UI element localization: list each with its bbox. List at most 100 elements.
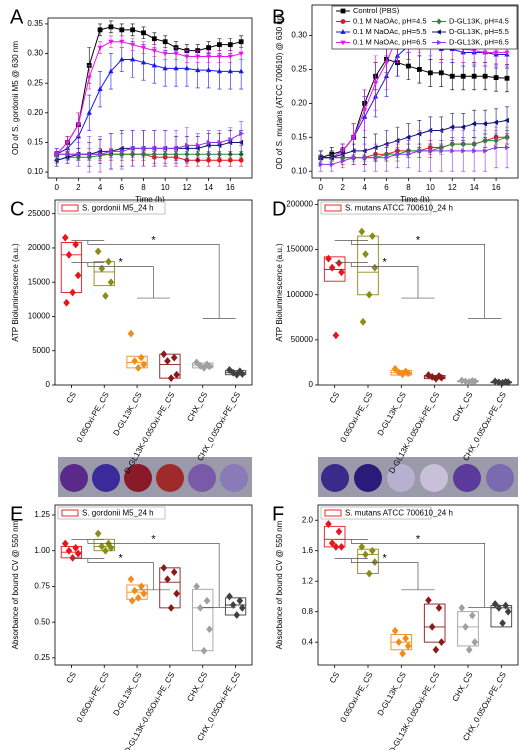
box xyxy=(423,603,446,643)
y-tick-label: 0.25 xyxy=(291,65,307,74)
data-point xyxy=(432,645,440,654)
data-point xyxy=(504,607,512,616)
point-marker xyxy=(98,151,103,157)
legend-label: D-GL13K, pH=6.5 xyxy=(449,37,509,46)
point-marker xyxy=(206,45,211,51)
point-marker xyxy=(54,151,60,157)
y-axis-label: OD of S. gordonii M5 @ 630 nm xyxy=(11,41,20,155)
plot-frame xyxy=(317,199,519,386)
series-line xyxy=(320,136,508,159)
legend-label: S. gordonii M5_24 h xyxy=(82,509,154,518)
data-point xyxy=(332,331,340,340)
y-tick-label: 0.25 xyxy=(34,653,50,662)
point-marker xyxy=(195,54,201,60)
data-point xyxy=(399,649,406,658)
legend-frame xyxy=(57,506,166,520)
point-marker xyxy=(163,145,169,152)
significance-bracket xyxy=(334,262,435,299)
point-marker xyxy=(140,45,147,51)
point-marker xyxy=(505,144,510,151)
x-tick-label: CS xyxy=(328,671,341,685)
significance-label: * xyxy=(416,533,421,545)
data-point xyxy=(438,373,445,382)
data-point xyxy=(102,292,109,300)
plot-frame xyxy=(47,17,253,179)
y-tick-label: 10000 xyxy=(28,312,51,321)
x-tick-label: 0 xyxy=(319,183,324,192)
point-marker xyxy=(472,148,478,154)
data-point xyxy=(72,543,79,552)
y-tick-label: 15000 xyxy=(28,277,51,286)
series-line xyxy=(320,41,508,159)
significance-bracket xyxy=(71,539,236,608)
point-marker xyxy=(439,148,445,154)
significance-bracket xyxy=(334,539,502,608)
point-marker xyxy=(238,157,244,163)
point-marker xyxy=(64,154,70,160)
point-marker xyxy=(227,139,233,146)
data-point xyxy=(458,603,466,612)
point-marker xyxy=(471,48,477,54)
data-point xyxy=(69,553,76,562)
significance-label: * xyxy=(119,257,124,269)
data-point xyxy=(438,638,445,647)
significance-bracket xyxy=(71,262,170,299)
legend-label: S. gordonii M5_24 h xyxy=(82,204,154,213)
point-marker xyxy=(504,50,510,56)
point-marker xyxy=(494,144,499,151)
point-marker xyxy=(184,65,190,71)
point-marker xyxy=(406,63,411,69)
data-point xyxy=(435,603,443,612)
data-point xyxy=(98,264,106,273)
y-tick-label: 2.0 xyxy=(302,515,314,524)
point-marker xyxy=(152,145,158,152)
point-marker xyxy=(351,155,357,161)
point-marker xyxy=(75,122,82,128)
legend-marker xyxy=(340,40,346,46)
point-marker xyxy=(216,54,223,60)
point-marker xyxy=(329,161,335,168)
legend-swatch xyxy=(61,509,79,517)
data-point xyxy=(193,582,200,591)
x-tick-label: CHX_CS xyxy=(185,671,209,704)
data-point xyxy=(471,377,479,386)
data-point xyxy=(402,634,409,643)
point-marker xyxy=(350,135,357,141)
series xyxy=(54,20,244,158)
series-line xyxy=(320,146,508,165)
y-tick-label: 0.10 xyxy=(27,167,43,176)
point-marker xyxy=(162,65,168,71)
y-tick-label: 0.30 xyxy=(291,31,307,40)
plot-frame xyxy=(311,4,519,179)
data-point xyxy=(203,596,211,605)
series xyxy=(318,126,510,172)
point-marker xyxy=(130,27,136,33)
legend-marker xyxy=(437,39,442,46)
point-marker xyxy=(384,155,390,161)
y-tick-label: 0.10 xyxy=(291,166,307,175)
significance-label: * xyxy=(151,234,156,246)
data-point xyxy=(338,268,345,277)
series-line xyxy=(56,153,242,161)
legend-marker xyxy=(436,18,442,25)
point-marker xyxy=(119,56,125,62)
x-tick-label: 4 xyxy=(362,183,367,192)
point-marker xyxy=(173,65,179,71)
point-marker xyxy=(493,119,499,126)
legend-swatch xyxy=(324,204,342,212)
legend-label: Control (PBS) xyxy=(353,6,400,15)
point-marker xyxy=(372,144,378,151)
y-tick-label: 150000 xyxy=(286,245,313,254)
significance-label: * xyxy=(416,234,421,246)
x-tick-label: 8 xyxy=(141,183,146,192)
point-marker xyxy=(206,157,211,163)
point-marker xyxy=(108,39,114,45)
y-tick-label: 0 xyxy=(46,380,51,389)
legend-label: 0.1 M NaOAc, pH=6.5 xyxy=(353,37,427,46)
legend-swatch xyxy=(324,509,342,517)
y-tick-label: 1.00 xyxy=(34,546,50,555)
point-marker xyxy=(405,134,411,140)
x-tick-label: 14 xyxy=(470,183,479,192)
y-axis-label: Absorbance of bound CV @ 550 nm xyxy=(275,520,284,649)
